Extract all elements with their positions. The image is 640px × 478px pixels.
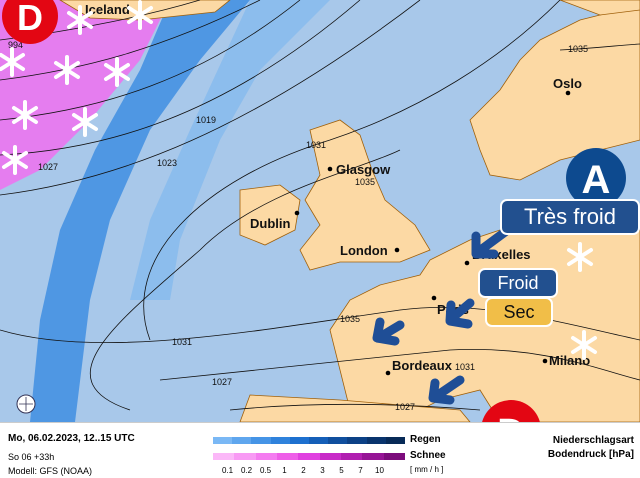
tick: 10 — [375, 466, 384, 475]
scale-swatch — [213, 437, 233, 444]
isobar-label: 1035 — [355, 177, 375, 187]
globe-icon[interactable] — [16, 394, 36, 414]
scale-swatch — [366, 437, 386, 444]
legend-footer: Mo, 06.02.2023, 12..15 UTC So 06 +33h Mo… — [0, 422, 640, 478]
city-bordeaux: Bordeaux — [392, 358, 453, 373]
scale-swatch — [383, 453, 405, 460]
wind-arrows — [372, 227, 510, 405]
scale-swatch — [251, 437, 271, 444]
city-milano: Milano — [549, 353, 590, 368]
svg-text:D: D — [17, 0, 43, 38]
scale-swatch — [255, 453, 277, 460]
snow-label: Schnee — [410, 450, 446, 461]
forecast-run: So 06 +33h — [8, 452, 55, 462]
low-pressure-icon: D — [482, 400, 540, 422]
isobars — [0, 0, 640, 411]
city-dublin: Dublin — [250, 216, 290, 231]
high-pressure-icon: A — [566, 148, 626, 208]
isobar-label: 1031 — [172, 337, 192, 347]
scale-swatch — [362, 453, 384, 460]
isobar-label: 1027 — [395, 402, 415, 412]
isobar-label: 1031 — [455, 362, 475, 372]
svg-text:D: D — [497, 412, 524, 422]
snow-area — [0, 0, 170, 190]
scale-ticks: 0.1 0.2 0.5 1 2 3 5 7 10 — [218, 466, 389, 475]
legend-title-pressure: Bodendruck [hPa] — [547, 449, 634, 460]
scale-swatch — [270, 437, 290, 444]
scale-swatch — [319, 453, 341, 460]
isobar-label: 1027 — [212, 377, 232, 387]
city-iceland: Iceland — [85, 2, 130, 17]
snowflake-icons — [0, 0, 597, 360]
forecast-datetime: Mo, 06.02.2023, 12..15 UTC — [8, 433, 135, 444]
scale-swatch — [328, 437, 348, 444]
legend-title-type: Niederschlagsart — [552, 435, 634, 446]
city-glasgow: Glasgow — [336, 162, 391, 177]
annotation-froid: Froid — [478, 268, 558, 298]
low-pressure-icon: D — [2, 0, 58, 44]
tick: 0.2 — [240, 466, 253, 475]
model-name: Modell: GFS (NOAA) — [8, 466, 93, 476]
unit-label: [ mm / h ] — [410, 465, 444, 474]
scale-swatch — [309, 437, 329, 444]
isobar-label: 1023 — [157, 158, 177, 168]
isobar-label: 994 — [8, 40, 23, 50]
isobar-labels: 994 1019 1023 1027 1031 1035 1035 1031 1… — [8, 40, 588, 412]
city-london: London — [340, 243, 388, 258]
tick: 7 — [358, 466, 363, 475]
tick: 2 — [301, 466, 306, 475]
isobar-label: 1027 — [38, 162, 58, 172]
tick: 5 — [339, 466, 344, 475]
scale-swatch — [289, 437, 310, 444]
scale-swatch — [232, 437, 252, 444]
tick: 0.1 — [221, 466, 234, 475]
scale-swatch — [213, 453, 235, 460]
annotation-sec: Sec — [485, 297, 553, 327]
tick: 0.5 — [259, 466, 272, 475]
scale-swatch — [340, 453, 363, 460]
snow-color-scale — [213, 453, 405, 460]
scale-swatch — [276, 453, 299, 460]
scale-swatch — [234, 453, 256, 460]
isobar-label: 1031 — [306, 140, 326, 150]
isobar-label: 1035 — [340, 314, 360, 324]
city-oslo: Oslo — [553, 76, 582, 91]
tick: 3 — [320, 466, 325, 475]
svg-text:A: A — [582, 158, 611, 202]
isobar-label: 1019 — [196, 115, 216, 125]
rain-band — [30, 0, 250, 422]
scale-swatch — [298, 453, 320, 460]
rain-label: Regen — [410, 434, 441, 445]
rain-color-scale — [213, 437, 406, 444]
tick: 1 — [282, 466, 287, 475]
isobar-label: 1035 — [568, 44, 588, 54]
scale-swatch — [385, 437, 406, 444]
scale-swatch — [347, 437, 367, 444]
annotation-tres-froid: Très froid — [500, 199, 640, 235]
